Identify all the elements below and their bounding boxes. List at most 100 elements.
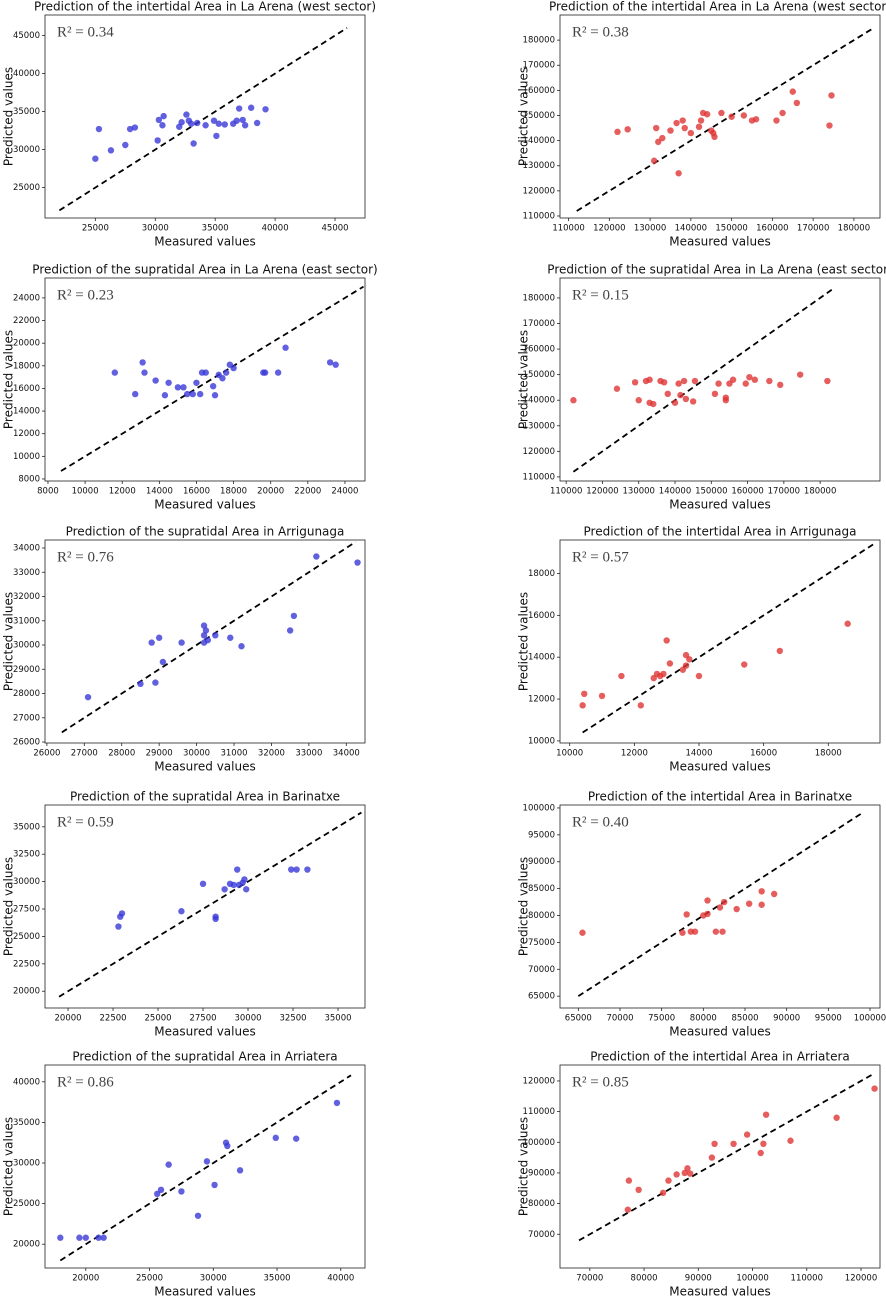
point <box>631 379 639 386</box>
point <box>716 904 724 911</box>
point <box>695 672 703 680</box>
point <box>833 1114 840 1121</box>
x-tick-label: 16000 <box>750 749 777 759</box>
x-tick-label: 90000 <box>773 1014 800 1024</box>
x-tick-label: 34000 <box>333 749 360 759</box>
y-tick-label: 25000 <box>13 183 40 193</box>
point <box>132 390 139 398</box>
y-tick-label: 12000 <box>528 695 555 705</box>
x-tick-label: 14000 <box>685 749 712 759</box>
point <box>719 928 726 935</box>
point <box>704 897 711 904</box>
point <box>598 692 606 700</box>
point <box>253 119 261 127</box>
y-tick-label: 18000 <box>13 361 40 371</box>
x-axis-label: Measured values <box>669 1025 770 1039</box>
point <box>272 1134 279 1142</box>
annotation: R² = 0.38 <box>572 24 629 40</box>
x-tick-label: 32500 <box>279 1014 306 1024</box>
point <box>160 112 167 120</box>
point <box>241 876 248 883</box>
x-tick-label: 160000 <box>756 224 788 234</box>
point <box>82 1234 89 1241</box>
point <box>290 612 298 620</box>
x-tick-label: 12000 <box>109 487 136 497</box>
y-tick-label: 24000 <box>13 293 40 303</box>
chart-title: Prediction of the intertidal Area in La … <box>34 0 376 14</box>
x-tick-label: 120000 <box>593 224 625 234</box>
point <box>635 397 642 404</box>
point <box>712 928 720 935</box>
point <box>152 679 159 686</box>
reference-line <box>58 811 362 998</box>
point <box>183 390 191 398</box>
point <box>793 99 801 107</box>
reference-line <box>58 27 348 212</box>
point <box>180 384 187 391</box>
point <box>728 113 735 120</box>
point <box>193 379 200 386</box>
point <box>691 928 699 935</box>
point <box>178 119 185 126</box>
annotation: R² = 0.57 <box>572 549 629 565</box>
x-tick-label: 140000 <box>659 487 691 497</box>
point <box>675 170 682 177</box>
point <box>655 138 662 146</box>
point <box>751 376 759 383</box>
point <box>718 109 725 117</box>
chart-title: Prediction of the supratidal Area in Bar… <box>70 790 340 804</box>
point <box>234 866 241 873</box>
y-tick-label: 27000 <box>13 713 40 723</box>
y-tick-label: 25000 <box>13 932 40 942</box>
point <box>680 377 688 385</box>
chart-title: Prediction of the supratidal Area in Arr… <box>72 1050 337 1064</box>
point <box>159 122 166 129</box>
point <box>211 1181 218 1189</box>
plot-frame <box>559 277 881 482</box>
point <box>236 1167 244 1174</box>
point <box>293 866 300 873</box>
point <box>235 105 243 112</box>
x-tick-label: 22000 <box>294 487 321 497</box>
y-tick-label: 65000 <box>528 992 555 1002</box>
x-tick-label: 150000 <box>715 224 747 234</box>
x-tick-label: 10000 <box>72 487 99 497</box>
point <box>196 390 204 398</box>
x-axis-label: Measured values <box>669 760 770 774</box>
x-tick-label: 27000 <box>71 749 98 759</box>
y-tick-label: 20000 <box>13 1240 40 1250</box>
point <box>776 647 783 655</box>
point <box>777 381 784 389</box>
point <box>760 1140 767 1148</box>
point <box>165 379 172 386</box>
point <box>666 660 674 667</box>
point <box>828 92 835 99</box>
y-tick-label: 16000 <box>13 384 40 394</box>
plot-frame <box>559 14 881 219</box>
point <box>663 637 670 644</box>
point <box>665 1177 672 1184</box>
y-tick-label: 130000 <box>523 421 555 431</box>
point <box>708 1154 716 1161</box>
y-tick-label: 20000 <box>13 339 40 349</box>
plot-frame <box>559 539 881 744</box>
point <box>154 137 161 144</box>
y-tick-label: 27500 <box>13 905 40 915</box>
point <box>766 377 773 385</box>
point <box>230 881 237 889</box>
plot-frame <box>44 1064 366 1269</box>
point <box>711 1140 718 1148</box>
chart-title: Prediction of the intertidal Area in La … <box>549 0 886 14</box>
y-tick-label: 40000 <box>13 69 40 79</box>
x-axis-label: Measured values <box>669 1285 770 1298</box>
x-tick-label: 70000 <box>576 1274 603 1284</box>
point <box>625 1177 633 1184</box>
y-tick-label: 170000 <box>523 61 555 71</box>
point <box>675 380 682 387</box>
point <box>660 379 668 386</box>
point <box>238 643 245 650</box>
point <box>313 553 320 560</box>
x-tick-label: 20000 <box>72 1274 99 1284</box>
y-tick-label: 90000 <box>528 1168 555 1178</box>
